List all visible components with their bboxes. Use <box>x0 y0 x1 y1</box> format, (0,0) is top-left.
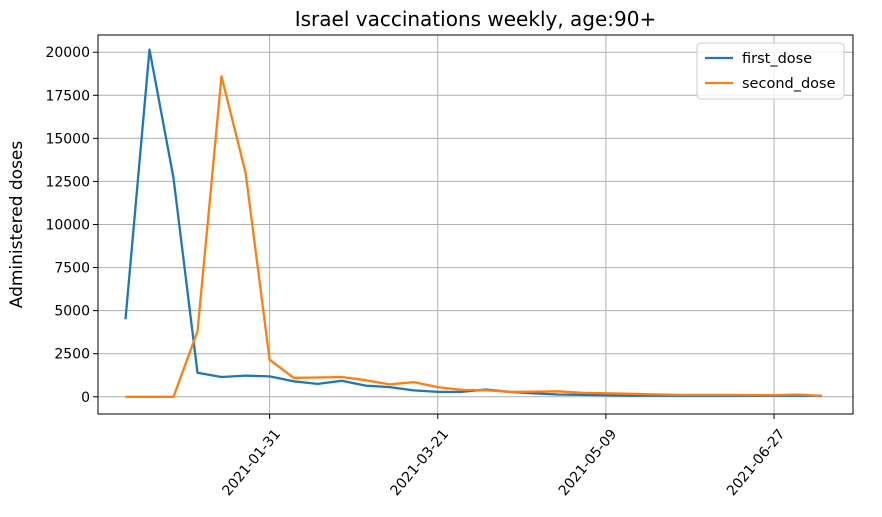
y-tick-label: 20000 <box>45 45 90 61</box>
chart-legend: first_dose second_dose <box>696 42 845 100</box>
legend-box <box>696 42 845 100</box>
y-axis-label: Administered doses <box>7 141 27 309</box>
series-line-second-dose <box>125 75 823 398</box>
chart-title: Israel vaccinations weekly, age:90+ <box>295 7 657 31</box>
y-tick-label: 15000 <box>45 131 90 147</box>
series-layer <box>124 48 823 398</box>
y-tick-label: 10000 <box>45 218 90 234</box>
legend-label-first-dose: first_dose <box>742 51 812 67</box>
y-tick-label: 2500 <box>54 347 90 363</box>
y-tick-label: 17500 <box>45 88 90 104</box>
y-tick-label: 0 <box>81 390 90 406</box>
y-tick-label: 7500 <box>54 261 90 277</box>
legend-label-second-dose: second_dose <box>742 76 836 92</box>
y-tick-label: 5000 <box>54 304 90 320</box>
y-tick-label: 12500 <box>45 174 90 190</box>
y-tick-layer: 0 2500 5000 7500 10000 12500 15000 17500 20000 <box>45 45 98 406</box>
